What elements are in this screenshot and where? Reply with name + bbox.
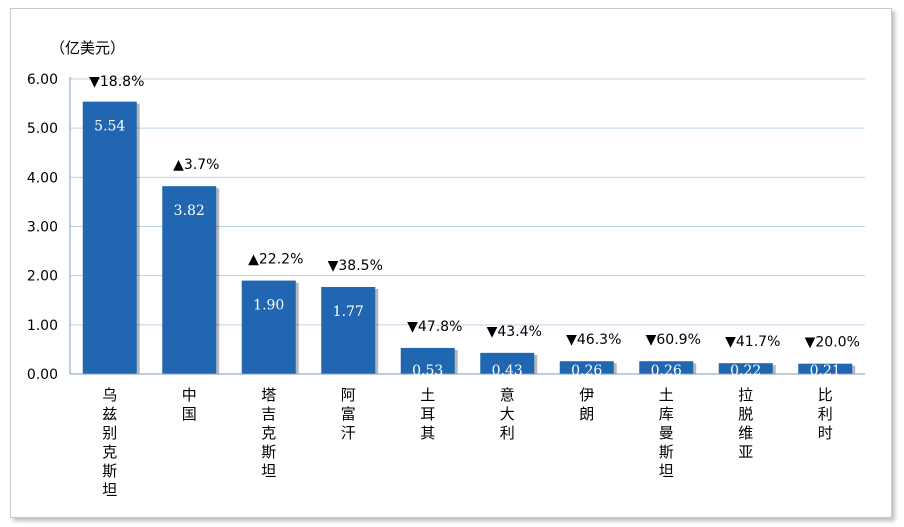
bar [718,363,773,374]
category-label-char: 吉 [261,405,276,423]
change-label: ▲3.7% [173,157,219,173]
change-label: ▼43.4% [487,324,542,340]
category-label-char: 曼 [659,424,674,442]
value-label: 3.82 [174,203,205,219]
category-label-char: 坦 [261,462,276,480]
category-label-char: 亚 [738,443,753,461]
value-label: 1.77 [333,304,364,320]
change-labels: ▼18.8% ▲3.7% ▲22.2% ▼38.5% ▼47.8% ▼43.4% ▼46.3… [89,74,860,351]
bar [400,347,455,374]
change-label: ▼41.7% [725,334,780,350]
category-label-char: 克 [261,424,276,442]
category-label-char: 库 [659,405,674,423]
category-label-char: 国 [182,405,197,423]
category-label-char: 土 [420,386,435,404]
category-label-char: 斯 [102,462,117,480]
category-label-char: 土 [659,386,674,404]
bar [241,280,296,374]
change-label: ▼38.5% [328,258,383,274]
unit-label: （亿美元） [50,39,125,57]
category-label-char: 利 [500,424,515,442]
category-label-char: 阿 [341,386,356,404]
bar [82,101,137,374]
category-label-char: 利 [818,405,833,423]
category-label-char: 耳 [420,405,435,423]
bars [82,101,856,374]
category-label-char: 塔 [261,386,276,404]
y-tick-label: 1.00 [27,318,58,334]
y-tick-label: 6.00 [27,72,58,88]
bar [639,361,694,374]
category-label-char: 朗 [579,405,594,423]
y-tick-label: 5.00 [27,121,58,137]
value-label: 0.26 [651,363,682,379]
category-label-char: 大 [500,405,515,423]
change-label: ▼20.0% [805,335,860,351]
value-label: 1.90 [253,298,284,314]
change-label: ▲22.2% [248,252,303,268]
y-tick-label: 0.00 [27,367,58,383]
bar [798,363,853,374]
y-tick-label: 4.00 [27,170,58,186]
category-label-char: 伊 [579,386,594,404]
value-labels: 5.54 3.82 1.90 1.77 0.53 0.43 0.26 0.26 0.22 0.21 [94,119,841,379]
change-label: ▼60.9% [646,332,701,348]
value-label: 0.21 [810,363,841,379]
y-tick-label: 3.00 [27,220,58,236]
category-label-char: 拉 [738,386,753,404]
change-label: ▼46.3% [566,332,621,348]
category-label-char: 坦 [102,481,117,499]
category-label-char: 富 [341,405,356,423]
bar [162,186,217,374]
bar [321,286,376,374]
category-label-char: 比 [818,386,833,404]
category-label-char: 中 [182,386,197,404]
category-label-char: 兹 [102,405,117,423]
axes [69,77,865,375]
value-label: 0.22 [730,363,761,379]
category-label-char: 别 [102,424,117,442]
bar [480,352,535,374]
category-label-char: 坦 [659,462,674,480]
y-tick-label: 2.00 [27,269,58,285]
value-label: 0.43 [492,363,523,379]
chart-frame [10,8,892,518]
category-label-char: 汗 [341,424,356,442]
change-label: ▼18.8% [89,74,144,90]
category-label-char: 克 [102,443,117,461]
category-label-char: 乌 [102,386,117,404]
category-label-char: 时 [818,424,833,442]
y-axis-ticks: 0.00 1.00 2.00 3.00 4.00 5.00 6.00 [27,72,58,383]
category-label-char: 斯 [261,443,276,461]
category-label-char: 意 [500,386,515,404]
value-label: 5.54 [94,119,125,135]
bar [559,361,614,374]
change-label: ▼47.8% [407,319,462,335]
category-label-char: 维 [738,424,753,442]
category-label-char: 斯 [659,443,674,461]
value-label: 0.26 [571,363,602,379]
value-label: 0.53 [412,363,443,379]
category-label-char: 其 [420,424,435,442]
category-label-char: 脱 [738,405,753,423]
